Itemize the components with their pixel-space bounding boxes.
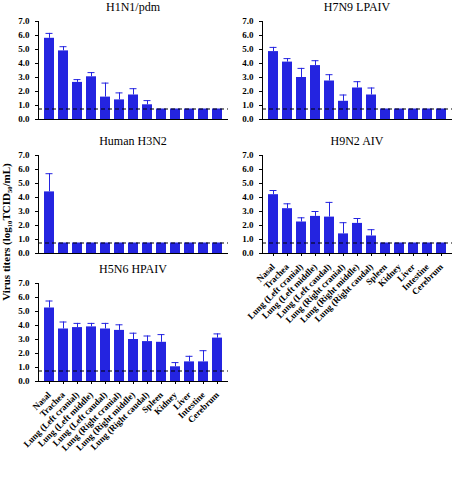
svg-text:1.0: 1.0: [242, 100, 254, 110]
svg-text:Nasal: Nasal: [254, 261, 277, 284]
svg-text:6.0: 6.0: [18, 292, 30, 302]
svg-text:Liver: Liver: [171, 389, 193, 412]
svg-text:Intestine: Intestine: [400, 261, 431, 293]
svg-text:Cerebrum: Cerebrum: [186, 389, 222, 425]
svg-text:Trachea: Trachea: [261, 261, 291, 291]
svg-text:4.0: 4.0: [18, 58, 30, 68]
svg-text:7.0: 7.0: [18, 16, 30, 26]
svg-text:0.0: 0.0: [242, 114, 254, 124]
svg-text:Kidney: Kidney: [376, 261, 403, 289]
svg-text:2.0: 2.0: [18, 220, 30, 230]
svg-text:4.0: 4.0: [18, 320, 30, 330]
svg-text:6.0: 6.0: [242, 30, 254, 40]
svg-text:1.0: 1.0: [18, 234, 30, 244]
svg-text:5.0: 5.0: [18, 44, 30, 54]
svg-text:7.0: 7.0: [242, 16, 254, 26]
svg-text:Lung (Right caudal): Lung (Right caudal): [89, 390, 151, 452]
svg-text:0.0: 0.0: [18, 376, 30, 386]
svg-text:Nasal: Nasal: [30, 389, 53, 412]
svg-text:Lung (Left caudal): Lung (Left caudal): [50, 389, 109, 449]
html-text:Virus titers (log₁₀TCID₅₀/mL): Virus titers (log₁₀TCID₅₀/mL): [0, 163, 12, 301]
svg-text:2.0: 2.0: [242, 86, 254, 96]
svg-text:1.0: 1.0: [18, 362, 30, 372]
svg-text:5.0: 5.0: [242, 178, 254, 188]
svg-text:0.0: 0.0: [242, 248, 254, 258]
svg-text:3.0: 3.0: [18, 334, 30, 344]
html-text:H9N2 AIV: H9N2 AIV: [330, 134, 384, 148]
svg-text:Spleen: Spleen: [363, 261, 389, 287]
svg-text:Cerebrum: Cerebrum: [410, 261, 446, 297]
svg-text:Lung (Left middle): Lung (Left middle): [35, 389, 95, 449]
svg-text:Lung (Left caudal): Lung (Left caudal): [274, 261, 333, 321]
svg-text:4.0: 4.0: [242, 192, 254, 202]
svg-text:Trachea: Trachea: [37, 389, 67, 419]
svg-text:3.0: 3.0: [242, 206, 254, 216]
html-text:H7N9 LPAIV: H7N9 LPAIV: [323, 0, 391, 14]
svg-text:2.0: 2.0: [18, 348, 30, 358]
svg-text:Lung (Left middle): Lung (Left middle): [259, 261, 319, 321]
svg-text:Lung (Right cranial): Lung (Right cranial): [283, 261, 347, 325]
svg-text:1.0: 1.0: [18, 100, 30, 110]
svg-text:4.0: 4.0: [242, 58, 254, 68]
svg-text:Lung (Right cranial): Lung (Right cranial): [59, 389, 123, 453]
html-text:Human H3N2: Human H3N2: [99, 134, 167, 148]
svg-text:7.0: 7.0: [18, 150, 30, 160]
svg-text:5.0: 5.0: [18, 306, 30, 316]
svg-text:3.0: 3.0: [18, 72, 30, 82]
svg-text:3.0: 3.0: [242, 72, 254, 82]
svg-text:5.0: 5.0: [242, 44, 254, 54]
svg-text:Liver: Liver: [395, 261, 417, 284]
svg-text:6.0: 6.0: [18, 30, 30, 40]
svg-text:2.0: 2.0: [242, 220, 254, 230]
svg-text:6.0: 6.0: [18, 164, 30, 174]
svg-text:Kidney: Kidney: [152, 389, 179, 417]
svg-text:4.0: 4.0: [18, 192, 30, 202]
svg-text:0.0: 0.0: [18, 114, 30, 124]
svg-text:6.0: 6.0: [242, 164, 254, 174]
svg-text:5.0: 5.0: [18, 178, 30, 188]
svg-text:Lung (Right middle): Lung (Right middle): [298, 262, 361, 325]
svg-text:7.0: 7.0: [18, 278, 30, 288]
svg-text:Intestine: Intestine: [176, 389, 207, 421]
svg-text:7.0: 7.0: [242, 150, 254, 160]
svg-text:3.0: 3.0: [18, 206, 30, 216]
svg-text:Spleen: Spleen: [139, 389, 165, 415]
svg-text:Lung (Left cranial): Lung (Left cranial): [245, 261, 305, 322]
svg-text:Lung (Right middle): Lung (Right middle): [74, 390, 137, 453]
svg-text:Lung (Left cranial): Lung (Left cranial): [21, 389, 81, 450]
html-text:H5N6 HPAIV: H5N6 HPAIV: [99, 262, 167, 276]
svg-text:0.0: 0.0: [18, 248, 30, 258]
html-text:H1N1/pdm: H1N1/pdm: [106, 0, 160, 14]
svg-text:Lung (Right caudal): Lung (Right caudal): [313, 262, 375, 324]
svg-text:1.0: 1.0: [242, 234, 254, 244]
svg-text:2.0: 2.0: [18, 86, 30, 96]
